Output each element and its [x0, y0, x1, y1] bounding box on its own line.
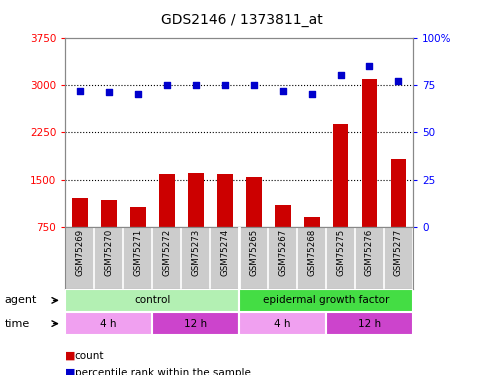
Text: GDS2146 / 1373811_at: GDS2146 / 1373811_at	[161, 13, 322, 27]
Text: GSM75272: GSM75272	[162, 229, 171, 276]
Text: control: control	[134, 296, 170, 305]
Bar	[361, 78, 378, 227]
Bar	[239, 312, 326, 335]
Point	[279, 87, 286, 93]
Text: GSM75270: GSM75270	[104, 229, 113, 276]
Text: GSM75265: GSM75265	[249, 229, 258, 276]
Bar	[129, 207, 146, 227]
Bar	[275, 206, 291, 227]
Bar	[158, 174, 175, 227]
Point	[366, 63, 373, 69]
Text: time: time	[5, 319, 30, 328]
Bar	[326, 312, 413, 335]
Text: GSM75269: GSM75269	[75, 229, 84, 276]
Bar	[65, 289, 239, 312]
Text: percentile rank within the sample: percentile rank within the sample	[75, 368, 251, 375]
Text: GSM75273: GSM75273	[191, 229, 200, 276]
Text: 4 h: 4 h	[274, 319, 291, 328]
Text: ■: ■	[65, 368, 76, 375]
Text: GSM75277: GSM75277	[394, 229, 403, 276]
Point	[250, 82, 257, 88]
Bar	[152, 312, 239, 335]
Bar	[216, 174, 233, 227]
Point	[105, 89, 113, 95]
Bar	[391, 159, 407, 227]
Point	[395, 78, 402, 84]
Point	[76, 87, 84, 93]
Bar	[71, 198, 88, 227]
Point	[337, 72, 344, 78]
Point	[192, 82, 199, 88]
Bar	[65, 312, 152, 335]
Point	[163, 82, 170, 88]
Text: GSM75271: GSM75271	[133, 229, 142, 276]
Text: GSM75276: GSM75276	[365, 229, 374, 276]
Point	[308, 92, 315, 98]
Text: count: count	[75, 351, 104, 361]
Bar	[304, 217, 320, 227]
Text: GSM75275: GSM75275	[336, 229, 345, 276]
Text: ■: ■	[65, 351, 76, 361]
Bar	[333, 124, 349, 227]
Bar	[188, 172, 204, 227]
Text: 12 h: 12 h	[184, 319, 207, 328]
Point	[221, 82, 228, 88]
Text: epidermal growth factor: epidermal growth factor	[263, 296, 389, 305]
Text: 12 h: 12 h	[358, 319, 381, 328]
Bar	[239, 289, 413, 312]
Bar	[246, 177, 262, 227]
Bar	[101, 200, 117, 227]
Text: agent: agent	[5, 296, 37, 305]
Text: GSM75267: GSM75267	[278, 229, 287, 276]
Point	[134, 92, 142, 98]
Text: 4 h: 4 h	[100, 319, 117, 328]
Text: GSM75268: GSM75268	[307, 229, 316, 276]
Text: GSM75274: GSM75274	[220, 229, 229, 276]
